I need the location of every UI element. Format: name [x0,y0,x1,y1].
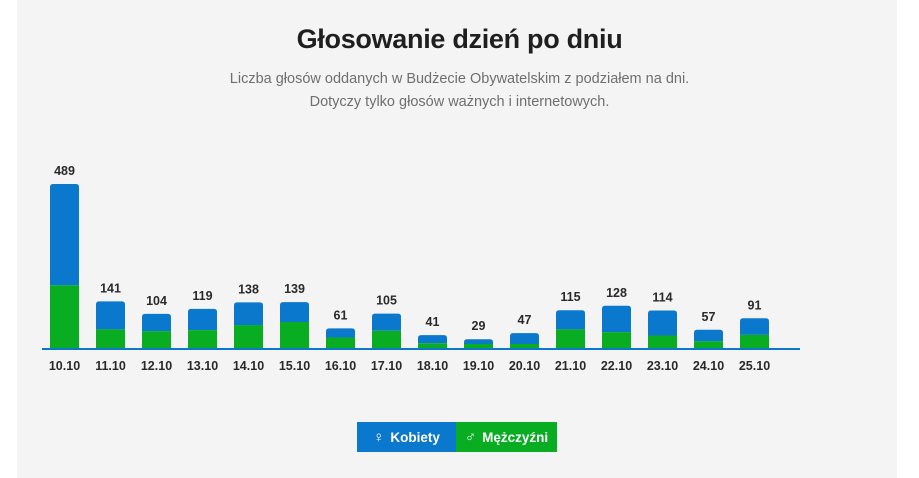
x-tick-label-20.10: 20.10 [509,359,540,373]
total-label-14.10: 138 [238,282,259,296]
bar-women-22.10 [602,305,631,333]
bar-women-15.10 [280,302,309,323]
bar-men-19.10 [464,343,493,349]
subtitle-line-1: Liczba głosów oddanych w Budżecie Obywat… [229,71,690,87]
legend: ♀ Kobiety ♂ Mężczyźni [357,422,557,452]
bar-women-17.10 [372,313,401,331]
x-tick-label-10.10: 10.10 [49,359,80,373]
bar-men-25.10 [740,334,769,349]
x-tick-label-22.10: 22.10 [601,359,632,373]
x-tick-label-18.10: 18.10 [417,359,448,373]
male-symbol-icon: ♂ [464,428,477,446]
bar-men-18.10 [418,343,447,349]
bar-women-10.10 [50,184,79,286]
total-label-21.10: 115 [560,290,580,304]
bar-women-16.10 [326,328,355,338]
bar-women-24.10 [694,329,723,342]
bar-women-21.10 [556,310,585,330]
x-tick-label-13.10: 13.10 [187,359,218,373]
bar-women-13.10 [188,308,217,331]
legend-women-label: Kobiety [390,429,440,445]
total-label-18.10: 41 [426,315,440,329]
subtitle-line-2: Dotyczy tylko głosów ważnych i interneto… [309,94,610,110]
bar-men-13.10 [188,330,217,349]
total-label-10.10: 489 [54,164,75,178]
bar-men-14.10 [234,325,263,349]
total-label-25.10: 91 [748,298,762,312]
chart-subtitle: Liczba głosów oddanych w Budżecie Obywat… [0,68,919,114]
x-tick-label-23.10: 23.10 [647,359,678,373]
total-label-11.10: 141 [100,281,121,295]
total-label-15.10: 139 [284,282,305,296]
total-label-12.10: 104 [146,294,167,308]
bar-men-24.10 [694,341,723,349]
bar-men-10.10 [50,285,79,349]
x-tick-label-15.10: 15.10 [279,359,310,373]
total-label-23.10: 114 [652,291,672,305]
bar-men-21.10 [556,329,585,349]
bar-men-12.10 [142,331,171,349]
bar-men-23.10 [648,335,677,349]
chart-title: Głosowanie dzień po dniu [296,24,623,54]
chart-panel [17,0,897,478]
total-label-20.10: 47 [518,313,532,327]
x-tick-label-11.10: 11.10 [95,359,126,373]
x-tick-label-24.10: 24.10 [693,359,724,373]
bar-men-22.10 [602,332,631,349]
x-tick-label-21.10: 21.10 [555,359,586,373]
bar-men-15.10 [280,322,309,349]
bar-women-20.10 [510,333,539,344]
x-tick-label-12.10: 12.10 [141,359,172,373]
bar-women-14.10 [234,302,263,326]
bar-women-18.10 [418,335,447,344]
x-tick-label-25.10: 25.10 [739,359,770,373]
bar-women-23.10 [648,310,677,336]
x-tick-label-19.10: 19.10 [463,359,494,373]
total-label-19.10: 29 [472,319,486,333]
bar-men-17.10 [372,330,401,349]
bar-women-11.10 [96,301,125,330]
x-tick-label-16.10: 16.10 [325,359,356,373]
total-label-16.10: 61 [334,308,348,322]
bar-women-19.10 [464,339,493,344]
female-symbol-icon: ♀ [373,428,385,446]
total-label-17.10: 105 [376,294,397,308]
bar-women-12.10 [142,313,171,332]
total-label-22.10: 128 [606,286,627,300]
x-tick-label-14.10: 14.10 [233,359,264,373]
legend-men-toggle[interactable]: ♂ Mężczyźni [456,422,557,452]
bar-men-16.10 [326,337,355,349]
total-label-24.10: 57 [702,310,716,324]
x-tick-label-17.10: 17.10 [371,359,402,373]
bar-men-11.10 [96,329,125,349]
legend-men-label: Mężczyźni [482,429,549,445]
legend-women-toggle[interactable]: ♀ Kobiety [357,422,456,452]
bar-men-20.10 [510,343,539,349]
total-label-13.10: 119 [192,289,212,303]
bar-women-25.10 [740,318,769,335]
